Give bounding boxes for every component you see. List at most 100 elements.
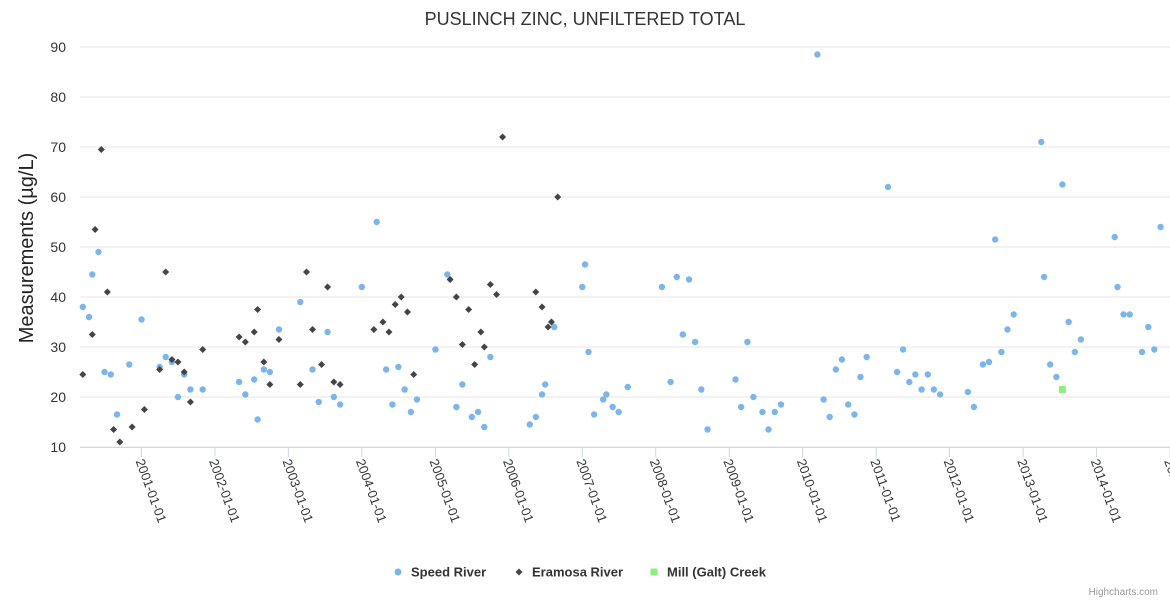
data-point[interactable]: [401, 386, 408, 393]
data-point[interactable]: [538, 391, 546, 398]
data-point[interactable]: [480, 343, 488, 351]
data-point[interactable]: [691, 338, 699, 346]
data-point[interactable]: [309, 326, 317, 333]
data-point[interactable]: [107, 371, 114, 378]
data-point[interactable]: [1111, 233, 1118, 241]
data-point[interactable]: [673, 273, 680, 281]
data-point[interactable]: [126, 361, 133, 368]
data-point[interactable]: [1126, 311, 1133, 318]
data-point[interactable]: [336, 381, 344, 388]
data-point[interactable]: [930, 386, 938, 393]
data-point[interactable]: [603, 391, 610, 398]
data-point[interactable]: [379, 318, 387, 326]
data-point[interactable]: [844, 401, 852, 408]
data-point[interactable]: [453, 403, 460, 411]
data-point[interactable]: [1145, 323, 1152, 331]
data-point[interactable]: [579, 283, 586, 291]
data-point[interactable]: [1004, 326, 1011, 333]
data-point[interactable]: [266, 368, 274, 376]
data-point[interactable]: [444, 271, 451, 278]
data-point[interactable]: [465, 306, 473, 313]
data-point[interactable]: [88, 331, 96, 338]
data-point[interactable]: [912, 371, 919, 378]
data-point[interactable]: [551, 323, 558, 331]
data-point[interactable]: [737, 403, 745, 411]
data-point[interactable]: [254, 416, 261, 423]
data-point[interactable]: [893, 368, 901, 376]
data-point[interactable]: [1120, 311, 1127, 318]
data-point[interactable]: [260, 366, 268, 373]
data-point[interactable]: [1038, 138, 1045, 146]
data-point[interactable]: [309, 366, 316, 373]
data-point[interactable]: [884, 183, 892, 191]
data-point[interactable]: [970, 403, 978, 411]
data-point[interactable]: [140, 406, 148, 413]
data-point[interactable]: [544, 323, 552, 331]
data-point[interactable]: [1046, 361, 1054, 368]
data-point[interactable]: [370, 326, 378, 333]
data-point[interactable]: [481, 423, 488, 431]
data-point[interactable]: [1065, 318, 1072, 326]
data-point[interactable]: [162, 353, 169, 361]
data-point[interactable]: [936, 391, 944, 398]
data-point[interactable]: [685, 276, 693, 283]
data-point[interactable]: [432, 346, 439, 353]
data-point[interactable]: [458, 341, 466, 348]
data-point[interactable]: [624, 383, 631, 391]
data-point[interactable]: [297, 298, 304, 306]
data-point[interactable]: [1071, 348, 1079, 356]
data-point[interactable]: [113, 411, 121, 418]
data-point[interactable]: [395, 363, 402, 371]
data-point[interactable]: [906, 378, 913, 386]
data-point[interactable]: [250, 328, 258, 336]
data-point[interactable]: [992, 236, 999, 243]
data-point[interactable]: [581, 261, 589, 268]
data-point[interactable]: [174, 358, 182, 366]
data-point[interactable]: [187, 386, 194, 393]
data-point[interactable]: [324, 328, 331, 336]
data-point[interactable]: [832, 366, 840, 373]
data-point[interactable]: [698, 386, 705, 393]
data-point[interactable]: [744, 338, 751, 346]
data-point[interactable]: [924, 371, 932, 378]
data-point[interactable]: [97, 146, 105, 153]
data-point[interactable]: [477, 328, 485, 336]
data-point[interactable]: [235, 333, 243, 341]
data-point[interactable]: [168, 356, 176, 363]
data-point[interactable]: [1059, 181, 1066, 188]
data-point[interactable]: [532, 413, 539, 421]
data-point[interactable]: [235, 378, 243, 386]
data-point[interactable]: [1138, 348, 1146, 356]
data-point[interactable]: [857, 373, 864, 381]
legend-item[interactable]: Eramosa River: [515, 565, 624, 580]
data-point[interactable]: [1010, 311, 1017, 318]
data-point[interactable]: [318, 361, 326, 368]
data-point[interactable]: [750, 393, 757, 401]
data-point[interactable]: [704, 426, 711, 433]
data-point[interactable]: [1157, 223, 1164, 231]
legend-item[interactable]: Speed River: [394, 565, 487, 580]
data-point[interactable]: [296, 381, 304, 388]
data-point[interactable]: [275, 336, 283, 343]
data-point[interactable]: [452, 293, 460, 301]
data-point[interactable]: [275, 326, 283, 333]
data-point[interactable]: [79, 303, 87, 311]
data-point[interactable]: [468, 413, 476, 421]
data-point[interactable]: [116, 438, 124, 446]
data-point[interactable]: [765, 426, 772, 433]
data-point[interactable]: [382, 366, 390, 373]
data-point[interactable]: [79, 371, 87, 378]
data-point[interactable]: [826, 413, 833, 421]
data-point[interactable]: [403, 308, 411, 316]
data-point[interactable]: [397, 293, 405, 301]
data-point[interactable]: [486, 281, 494, 288]
data-point[interactable]: [324, 283, 332, 291]
data-point[interactable]: [162, 268, 170, 276]
data-point[interactable]: [199, 346, 207, 353]
data-point[interactable]: [101, 368, 108, 376]
data-point[interactable]: [554, 193, 562, 201]
data-point[interactable]: [315, 398, 322, 406]
data-point[interactable]: [526, 421, 533, 428]
data-point[interactable]: [242, 391, 249, 398]
data-point[interactable]: [851, 411, 858, 418]
